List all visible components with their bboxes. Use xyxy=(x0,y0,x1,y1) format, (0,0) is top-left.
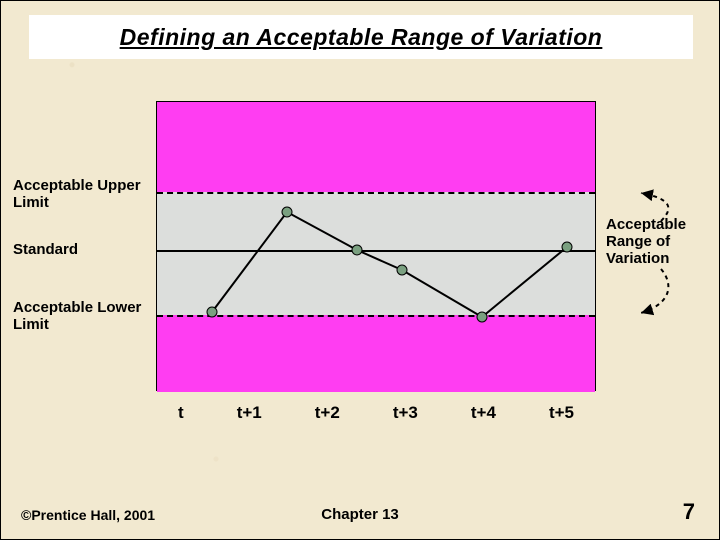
x-tick-label: t+4 xyxy=(471,403,496,423)
x-axis-labels: t t+1 t+2 t+3 t+4 t+5 xyxy=(156,403,596,423)
page-title: Defining an Acceptable Range of Variatio… xyxy=(120,24,603,51)
footer-page-number: 7 xyxy=(683,499,695,525)
x-tick-label: t xyxy=(178,403,184,423)
x-tick-label: t+3 xyxy=(393,403,418,423)
footer-chapter: Chapter 13 xyxy=(1,506,719,523)
x-tick-label: t+1 xyxy=(237,403,262,423)
label-lower-limit: Acceptable Lower Limit xyxy=(13,299,153,333)
chart-area: Acceptable Upper Limit Standard Acceptab… xyxy=(1,81,720,451)
data-series xyxy=(157,102,597,392)
label-upper-limit: Acceptable Upper Limit xyxy=(13,177,153,211)
x-tick-label: t+2 xyxy=(315,403,340,423)
title-bar: Defining an Acceptable Range of Variatio… xyxy=(29,15,693,59)
x-tick-label: t+5 xyxy=(549,403,574,423)
plot-region xyxy=(156,101,596,391)
label-standard: Standard xyxy=(13,241,153,258)
label-range: Acceptable Range of Variation xyxy=(606,216,716,267)
